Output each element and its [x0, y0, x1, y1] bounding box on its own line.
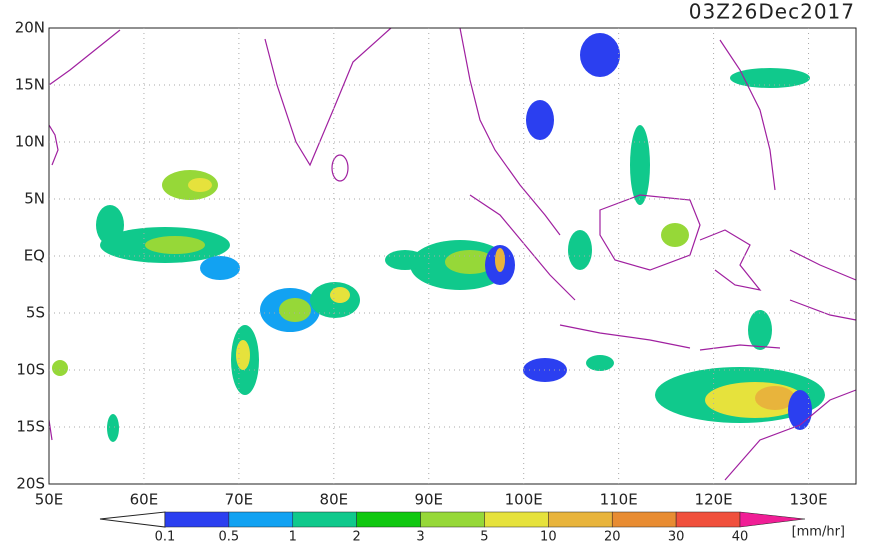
- lat-label: 10S: [16, 361, 45, 379]
- colorbar-label: 2: [353, 530, 361, 545]
- colorbar-label: 0.1: [155, 530, 176, 545]
- lon-label: 50E: [35, 491, 64, 509]
- lat-label: 5S: [26, 304, 45, 322]
- colorbar-label: 5: [480, 530, 488, 545]
- colorbar-segment: [356, 511, 421, 528]
- colorbar-segment: [611, 511, 677, 528]
- map-title: 03Z26Dec2017: [689, 0, 855, 24]
- colorbar-label: 1: [289, 530, 297, 545]
- colorbar-label: 0.5: [219, 530, 240, 545]
- lon-label: 130E: [789, 491, 827, 509]
- lon-label: 100E: [505, 491, 543, 509]
- lat-label: EQ: [24, 247, 45, 265]
- colorbar-segment: [228, 511, 294, 528]
- colorbar-label: 40: [732, 530, 749, 545]
- colorbar-segment: [675, 511, 741, 528]
- colorbar-segment: [484, 511, 549, 528]
- lat-label: 15N: [15, 76, 45, 94]
- lon-label: 120E: [695, 491, 733, 509]
- colorbar-label: 3: [416, 530, 424, 545]
- colorbar-high-end: [739, 511, 806, 528]
- lon-label: 70E: [225, 491, 254, 509]
- colorbar: [99, 511, 806, 528]
- rain-areas: [52, 33, 825, 442]
- lon-label: 90E: [414, 491, 443, 509]
- colorbar-segment: [548, 511, 613, 528]
- lat-label: 20S: [16, 475, 45, 493]
- colorbar-label: 20: [604, 530, 621, 545]
- colorbar-segment: [420, 511, 485, 528]
- colorbar-segment: [292, 511, 357, 528]
- colorbar-label: 10: [540, 530, 557, 545]
- lon-label: 80E: [320, 491, 349, 509]
- colorbar-low-end: [99, 511, 166, 528]
- colorbar-label: 30: [668, 530, 685, 545]
- lat-label: 10N: [15, 133, 45, 151]
- colorbar-segment: [164, 511, 230, 528]
- colorbar-unit: [mm/hr]: [792, 525, 845, 540]
- lat-label: 20N: [15, 19, 45, 37]
- lon-label: 60E: [130, 491, 159, 509]
- lat-label: 5N: [24, 190, 45, 208]
- lat-label: 15S: [16, 418, 45, 436]
- lon-label: 110E: [600, 491, 638, 509]
